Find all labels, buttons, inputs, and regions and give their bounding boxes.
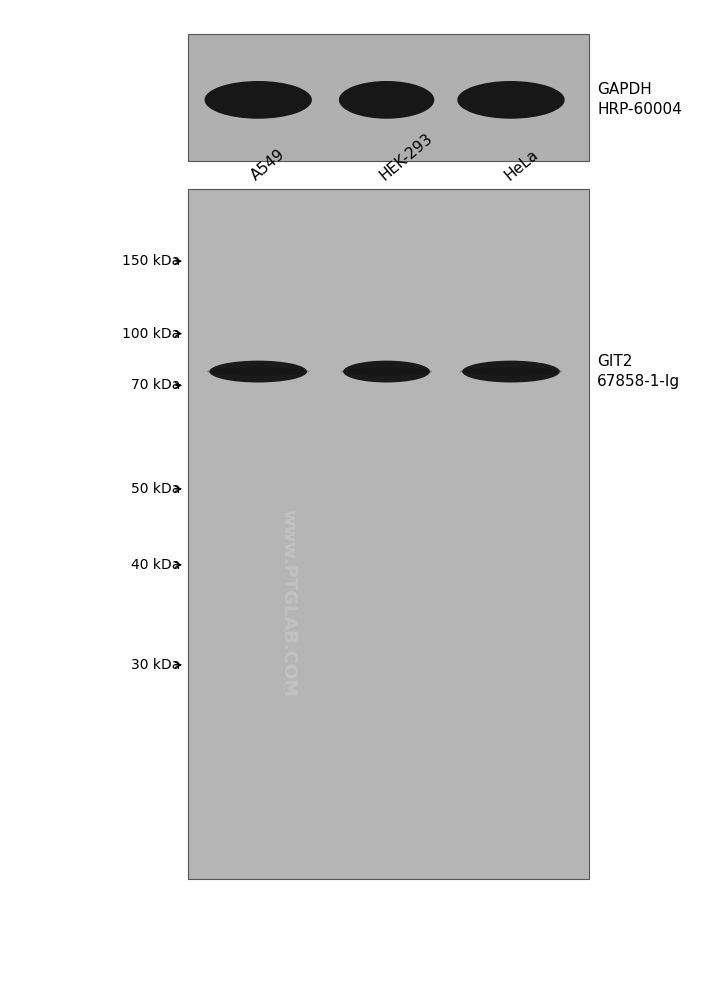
Bar <box>188 189 589 879</box>
Text: 70 kDa: 70 kDa <box>131 378 180 392</box>
Ellipse shape <box>339 81 435 119</box>
Text: HEK-293: HEK-293 <box>377 131 436 184</box>
Text: 50 kDa: 50 kDa <box>131 482 180 496</box>
Bar <box>188 34 589 161</box>
Text: 40 kDa: 40 kDa <box>131 558 180 572</box>
Ellipse shape <box>462 360 560 382</box>
Ellipse shape <box>205 81 312 119</box>
Ellipse shape <box>341 367 432 376</box>
Text: GIT2
67858-1-Ig: GIT2 67858-1-Ig <box>597 355 680 389</box>
Text: 30 kDa: 30 kDa <box>131 658 180 672</box>
Text: A549: A549 <box>249 147 288 184</box>
Ellipse shape <box>207 367 309 376</box>
Text: GAPDH
HRP-60004: GAPDH HRP-60004 <box>597 82 682 117</box>
Ellipse shape <box>460 367 562 376</box>
Text: 100 kDa: 100 kDa <box>121 327 180 341</box>
Text: www.PTGLAB.COM: www.PTGLAB.COM <box>279 508 297 697</box>
Ellipse shape <box>343 360 430 382</box>
Ellipse shape <box>210 360 307 382</box>
Ellipse shape <box>458 81 565 119</box>
Text: HeLa: HeLa <box>501 147 541 184</box>
Text: 150 kDa: 150 kDa <box>121 254 180 268</box>
